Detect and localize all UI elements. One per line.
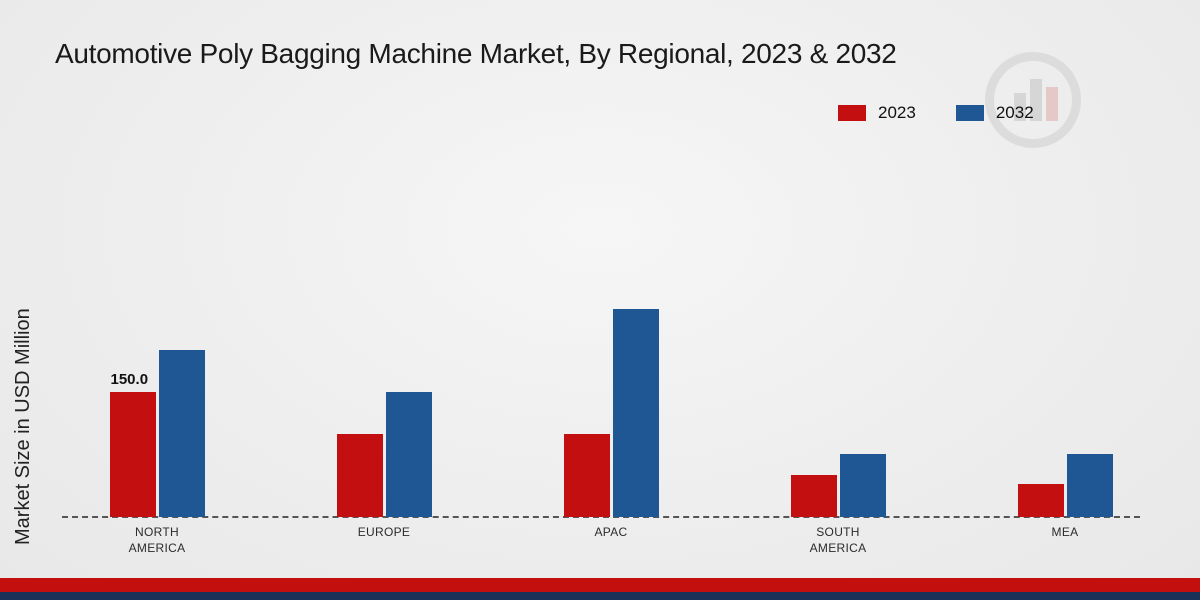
- bar-value-label: 150.0: [110, 371, 149, 388]
- x-axis-category-label: APAC: [541, 524, 681, 540]
- footer-red-strip: [0, 578, 1200, 592]
- x-axis-line: [62, 516, 1140, 518]
- bar-2023-north-america: [109, 392, 156, 517]
- legend-label-2023: 2023: [878, 103, 916, 122]
- y-axis-label: Market Size in USD Million: [12, 308, 34, 545]
- x-axis-category-label-line: AMERICA: [128, 541, 186, 555]
- bar-2032-apac: [612, 309, 659, 517]
- watermark-bar-icon: [1046, 87, 1058, 121]
- watermark-bar-icon: [1014, 93, 1026, 121]
- bar-2032-mea: [1066, 454, 1113, 517]
- x-axis-category-label: NORTH AMERICA: [87, 524, 227, 556]
- bar-2032-europe: [385, 392, 432, 517]
- bar-2032-south-america: [839, 454, 886, 517]
- watermark-bar-icon: [1030, 79, 1042, 121]
- legend: 2023 2032: [838, 103, 1034, 123]
- x-axis-category-label: EUROPE: [314, 524, 454, 540]
- legend-swatch-2032: [955, 105, 984, 121]
- legend-item-2023: 2023: [838, 103, 916, 123]
- x-axis-category-label: MEA: [995, 524, 1135, 540]
- x-axis-category-label-line: EUROPE: [357, 525, 411, 539]
- legend-swatch-2023: [838, 105, 866, 121]
- bar-2023-mea: [1017, 484, 1064, 517]
- x-axis-category-label: SOUTH AMERICA: [768, 524, 908, 556]
- x-axis-category-label-line: APAC: [594, 525, 628, 539]
- chart-title: Automotive Poly Bagging Machine Market, …: [55, 38, 897, 69]
- bar-2023-south-america: [790, 475, 837, 517]
- x-axis-category-label-line: SOUTH: [816, 525, 860, 539]
- legend-item-2032: 2032: [955, 103, 1034, 123]
- x-axis-category-label-line: AMERICA: [809, 541, 867, 555]
- watermark-logo-icon: [985, 52, 1081, 148]
- x-axis-category-label-line: MEA: [1051, 525, 1079, 539]
- bar-2032-north-america: [158, 350, 205, 517]
- x-axis-category-label-line: NORTH: [135, 525, 179, 539]
- bar-2023-europe: [336, 434, 383, 517]
- bar-2023-apac: [563, 434, 610, 517]
- footer-navy-strip: [0, 592, 1200, 600]
- legend-label-2032: 2032: [995, 103, 1034, 122]
